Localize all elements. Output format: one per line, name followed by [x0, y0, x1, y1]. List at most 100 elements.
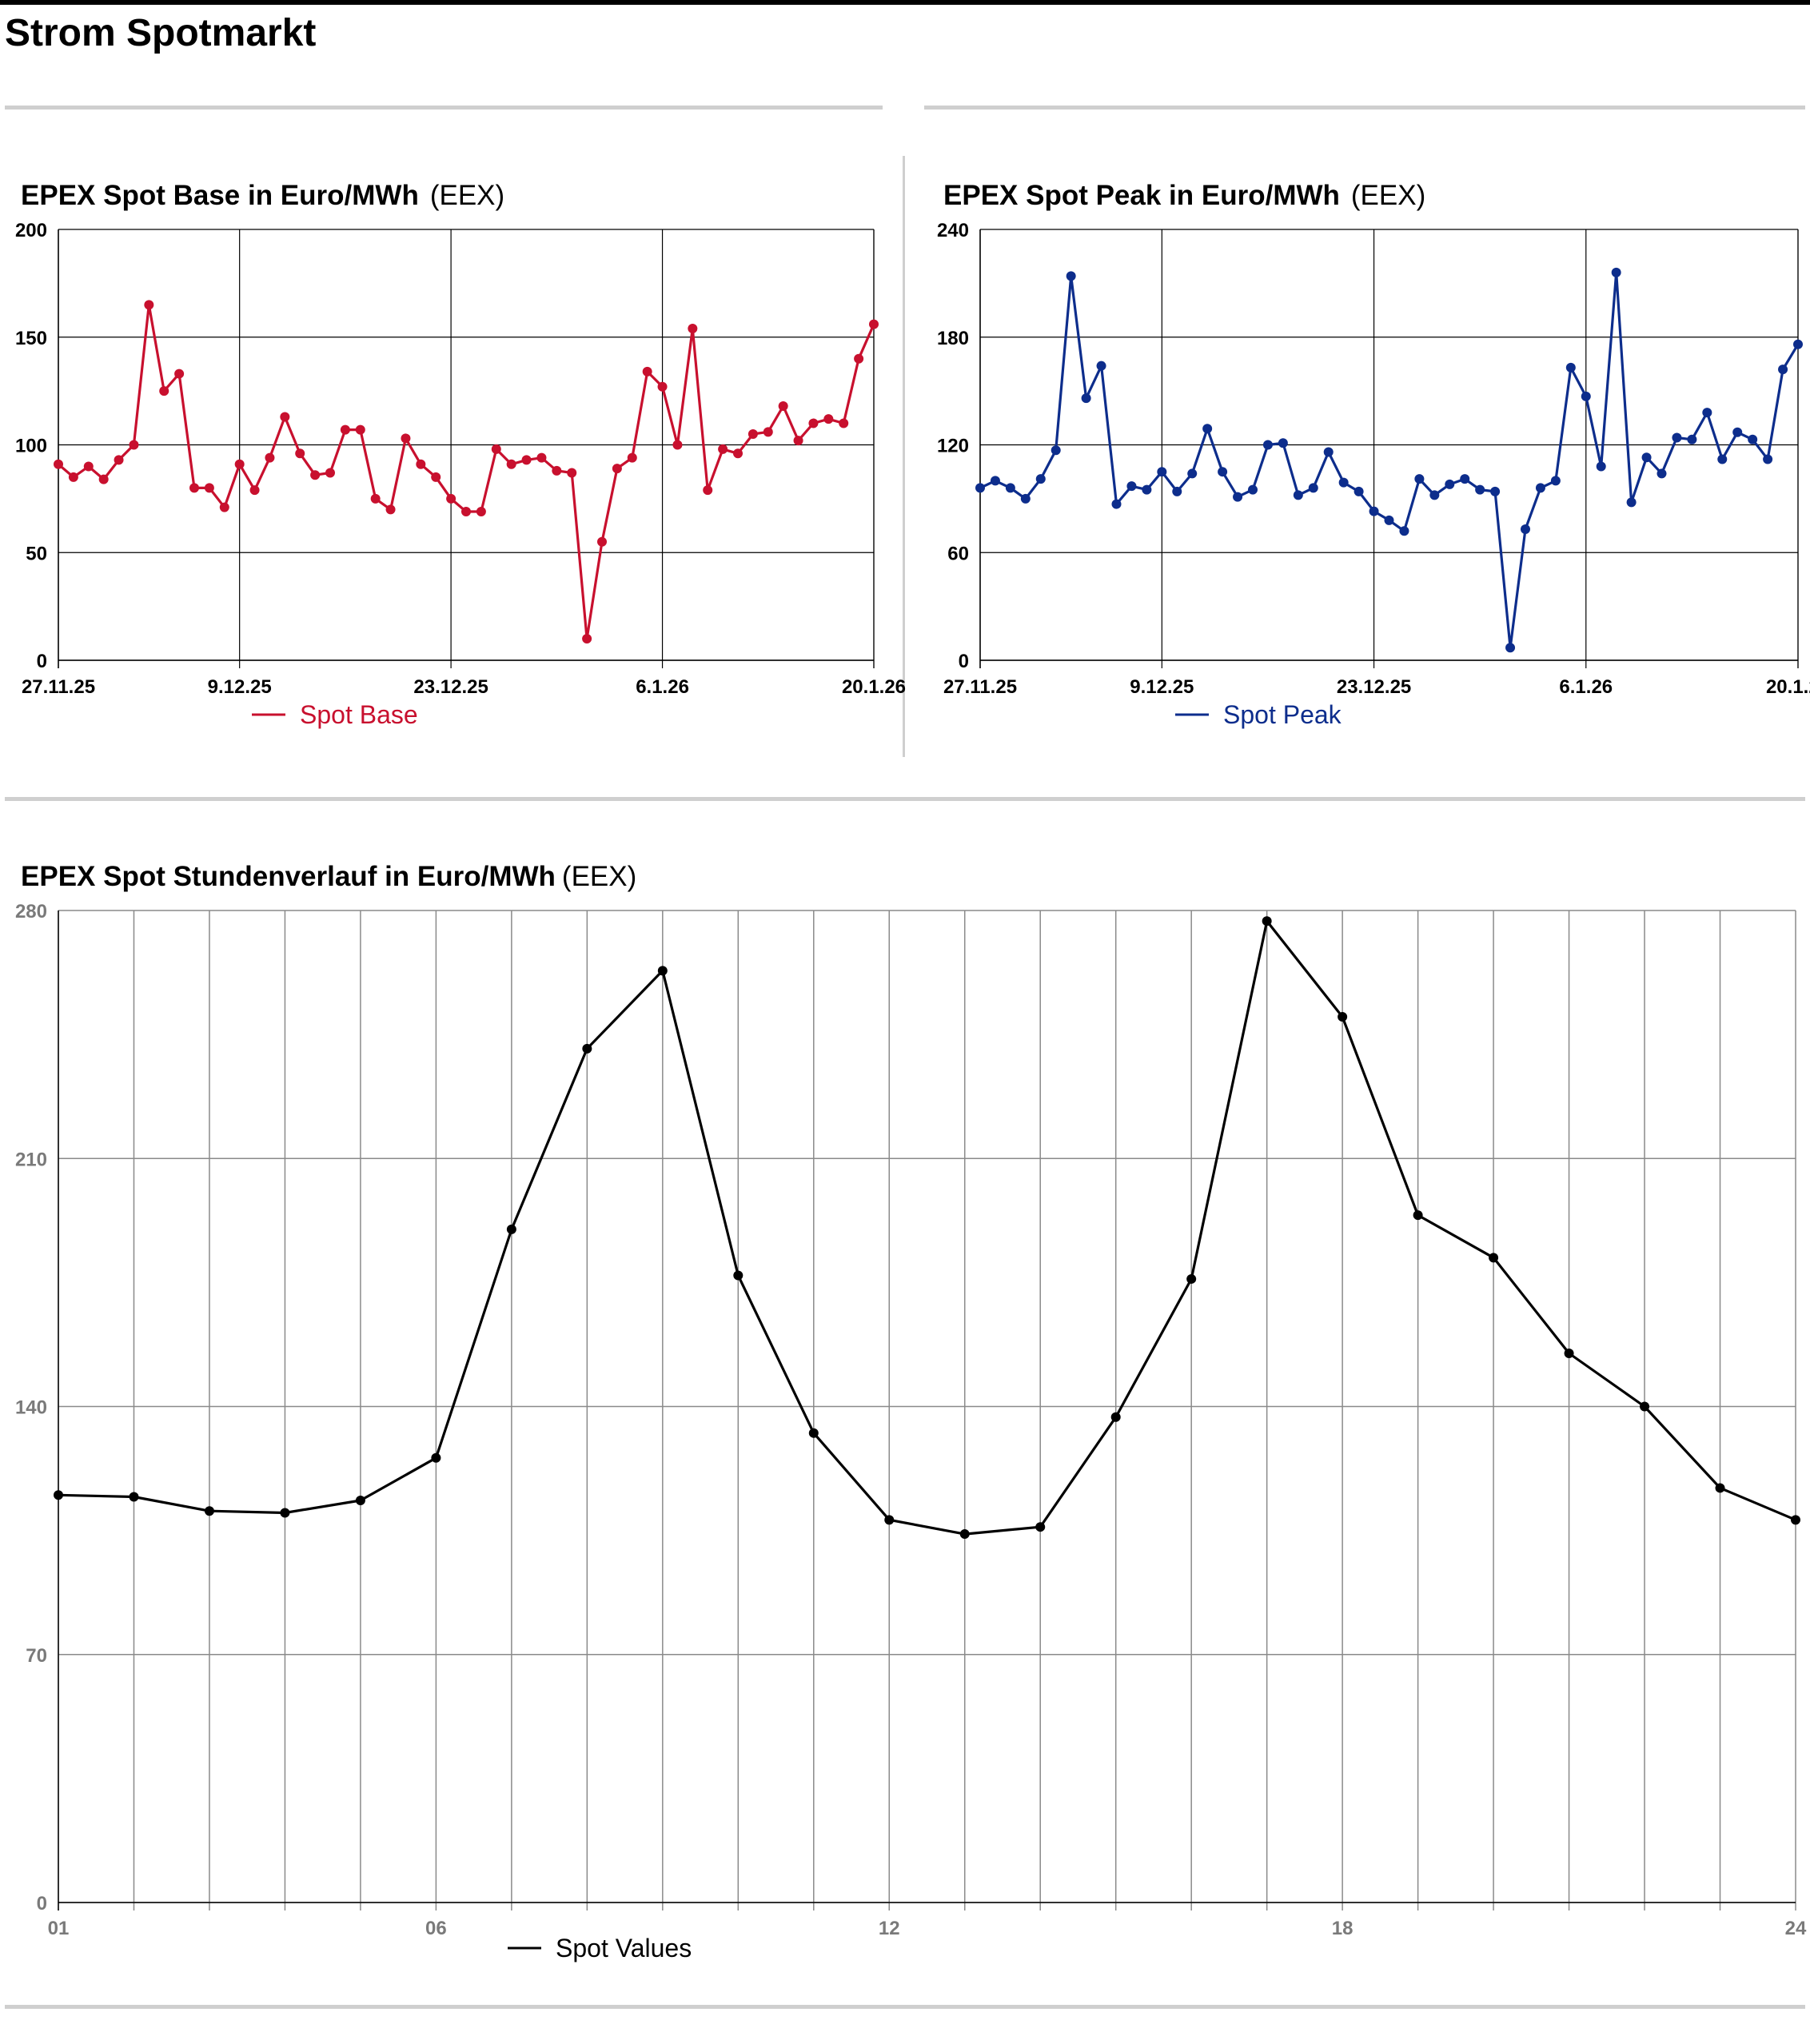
y-tick-label-peak: 240 — [937, 220, 969, 241]
data-point-base — [234, 459, 245, 469]
data-point-peak — [990, 476, 1000, 486]
y-tick-label-hourly: 210 — [15, 1149, 47, 1170]
chart-title-hourly-main: EPEX Spot Stundenverlauf in Euro/MWh — [21, 861, 556, 892]
data-point-peak — [1233, 492, 1243, 502]
divider-middle — [5, 797, 1805, 801]
data-point-base — [506, 459, 516, 469]
y-tick-label-peak: 0 — [959, 651, 969, 672]
data-point-hourly — [1110, 1412, 1121, 1422]
data-point-hourly — [1338, 1011, 1348, 1022]
data-point-peak — [1565, 362, 1576, 373]
data-point-peak — [1005, 483, 1015, 493]
data-point-base — [446, 493, 456, 504]
data-point-peak — [1369, 506, 1379, 516]
data-point-hourly — [431, 1452, 441, 1463]
data-point-peak — [1641, 452, 1652, 463]
data-point-base — [461, 507, 471, 517]
data-point-hourly — [1489, 1253, 1499, 1263]
data-point-peak — [1414, 474, 1425, 484]
data-point-base — [219, 502, 229, 512]
data-point-peak — [1172, 486, 1182, 496]
data-point-hourly — [733, 1270, 744, 1281]
legend-label-hourly: Spot Values — [556, 1934, 692, 1962]
y-tick-label-hourly: 0 — [37, 1893, 47, 1915]
y-tick-label-hourly: 70 — [26, 1645, 47, 1667]
x-tick-label-base: 9.12.25 — [208, 676, 272, 698]
data-point-peak — [1429, 490, 1440, 500]
data-point-base — [431, 472, 441, 482]
data-point-peak — [1157, 467, 1167, 477]
data-point-peak — [1657, 468, 1667, 479]
data-point-peak — [1187, 468, 1198, 479]
data-point-hourly — [1564, 1349, 1574, 1359]
x-tick-label-hourly: 18 — [1332, 1918, 1354, 1939]
legend-label-base: Spot Base — [300, 700, 418, 729]
y-tick-label-base: 200 — [15, 220, 47, 241]
y-tick-label-base: 0 — [37, 651, 47, 672]
data-point-base — [839, 418, 849, 428]
data-point-base — [174, 369, 185, 379]
x-tick-label-base: 27.11.25 — [22, 676, 95, 698]
data-point-peak — [1763, 454, 1773, 464]
data-point-peak — [1142, 484, 1152, 495]
data-point-base — [854, 353, 864, 364]
data-point-peak — [1384, 515, 1394, 525]
x-tick-label-hourly: 06 — [425, 1918, 447, 1939]
data-point-peak — [1081, 393, 1091, 404]
data-point-peak — [1020, 493, 1031, 504]
data-point-base — [642, 366, 652, 377]
data-point-hourly — [884, 1515, 895, 1525]
chart-title-base-main: EPEX Spot Base in Euro/MWh — [21, 180, 419, 211]
y-tick-label-hourly: 280 — [15, 901, 47, 922]
data-point-base — [718, 444, 728, 454]
data-point-hourly — [506, 1224, 516, 1234]
series-line-hourly — [58, 919, 1796, 1536]
data-point-base — [612, 464, 622, 474]
data-point-hourly — [1791, 1515, 1800, 1525]
data-point-hourly — [808, 1428, 819, 1438]
data-point-base — [869, 319, 879, 329]
data-point-base — [536, 452, 547, 463]
data-point-peak — [1278, 438, 1288, 448]
data-point-base — [688, 323, 698, 333]
data-point-peak — [1248, 484, 1258, 495]
data-point-base — [491, 444, 501, 454]
data-point-hourly — [280, 1508, 290, 1518]
data-point-base — [778, 400, 788, 411]
data-point-peak — [1126, 481, 1137, 492]
data-point-peak — [1702, 408, 1712, 418]
data-point-peak — [1399, 526, 1409, 536]
data-point-base — [355, 424, 365, 435]
data-point-base — [703, 485, 713, 496]
data-point-peak — [1445, 479, 1455, 489]
data-point-peak — [1475, 484, 1485, 495]
data-point-base — [265, 452, 275, 463]
data-point-hourly — [657, 966, 668, 976]
chart-title-base-source: (EEX) — [429, 180, 505, 211]
data-point-base — [733, 448, 743, 459]
data-point-hourly — [1640, 1401, 1650, 1412]
data-point-peak — [1066, 271, 1076, 281]
data-point-base — [521, 455, 532, 465]
data-point-peak — [1778, 365, 1788, 375]
y-tick-label-peak: 60 — [947, 543, 969, 564]
data-point-base — [672, 440, 683, 450]
chart-peak: 0 60 120 180 240 27.11.25 9.12.25 23.12.25 6.1.2… — [937, 220, 1810, 729]
data-point-peak — [1460, 474, 1470, 484]
data-point-base — [144, 300, 154, 310]
data-point-hourly — [1715, 1483, 1725, 1493]
data-point-base — [401, 433, 411, 444]
data-point-base — [295, 448, 305, 459]
data-point-peak — [975, 483, 985, 493]
series-line-base — [57, 303, 875, 640]
x-tick-label-peak: 23.12.25 — [1337, 676, 1411, 698]
x-tick-label-peak: 27.11.25 — [943, 676, 1017, 698]
data-point-peak — [1338, 477, 1349, 488]
legend-label-peak: Spot Peak — [1223, 700, 1342, 729]
data-point-peak — [1611, 267, 1621, 277]
y-tick-label-base: 150 — [15, 328, 47, 349]
data-point-peak — [1354, 486, 1364, 496]
data-point-hourly — [204, 1506, 214, 1516]
panel-separator — [903, 156, 905, 757]
data-point-hourly — [355, 1495, 365, 1505]
